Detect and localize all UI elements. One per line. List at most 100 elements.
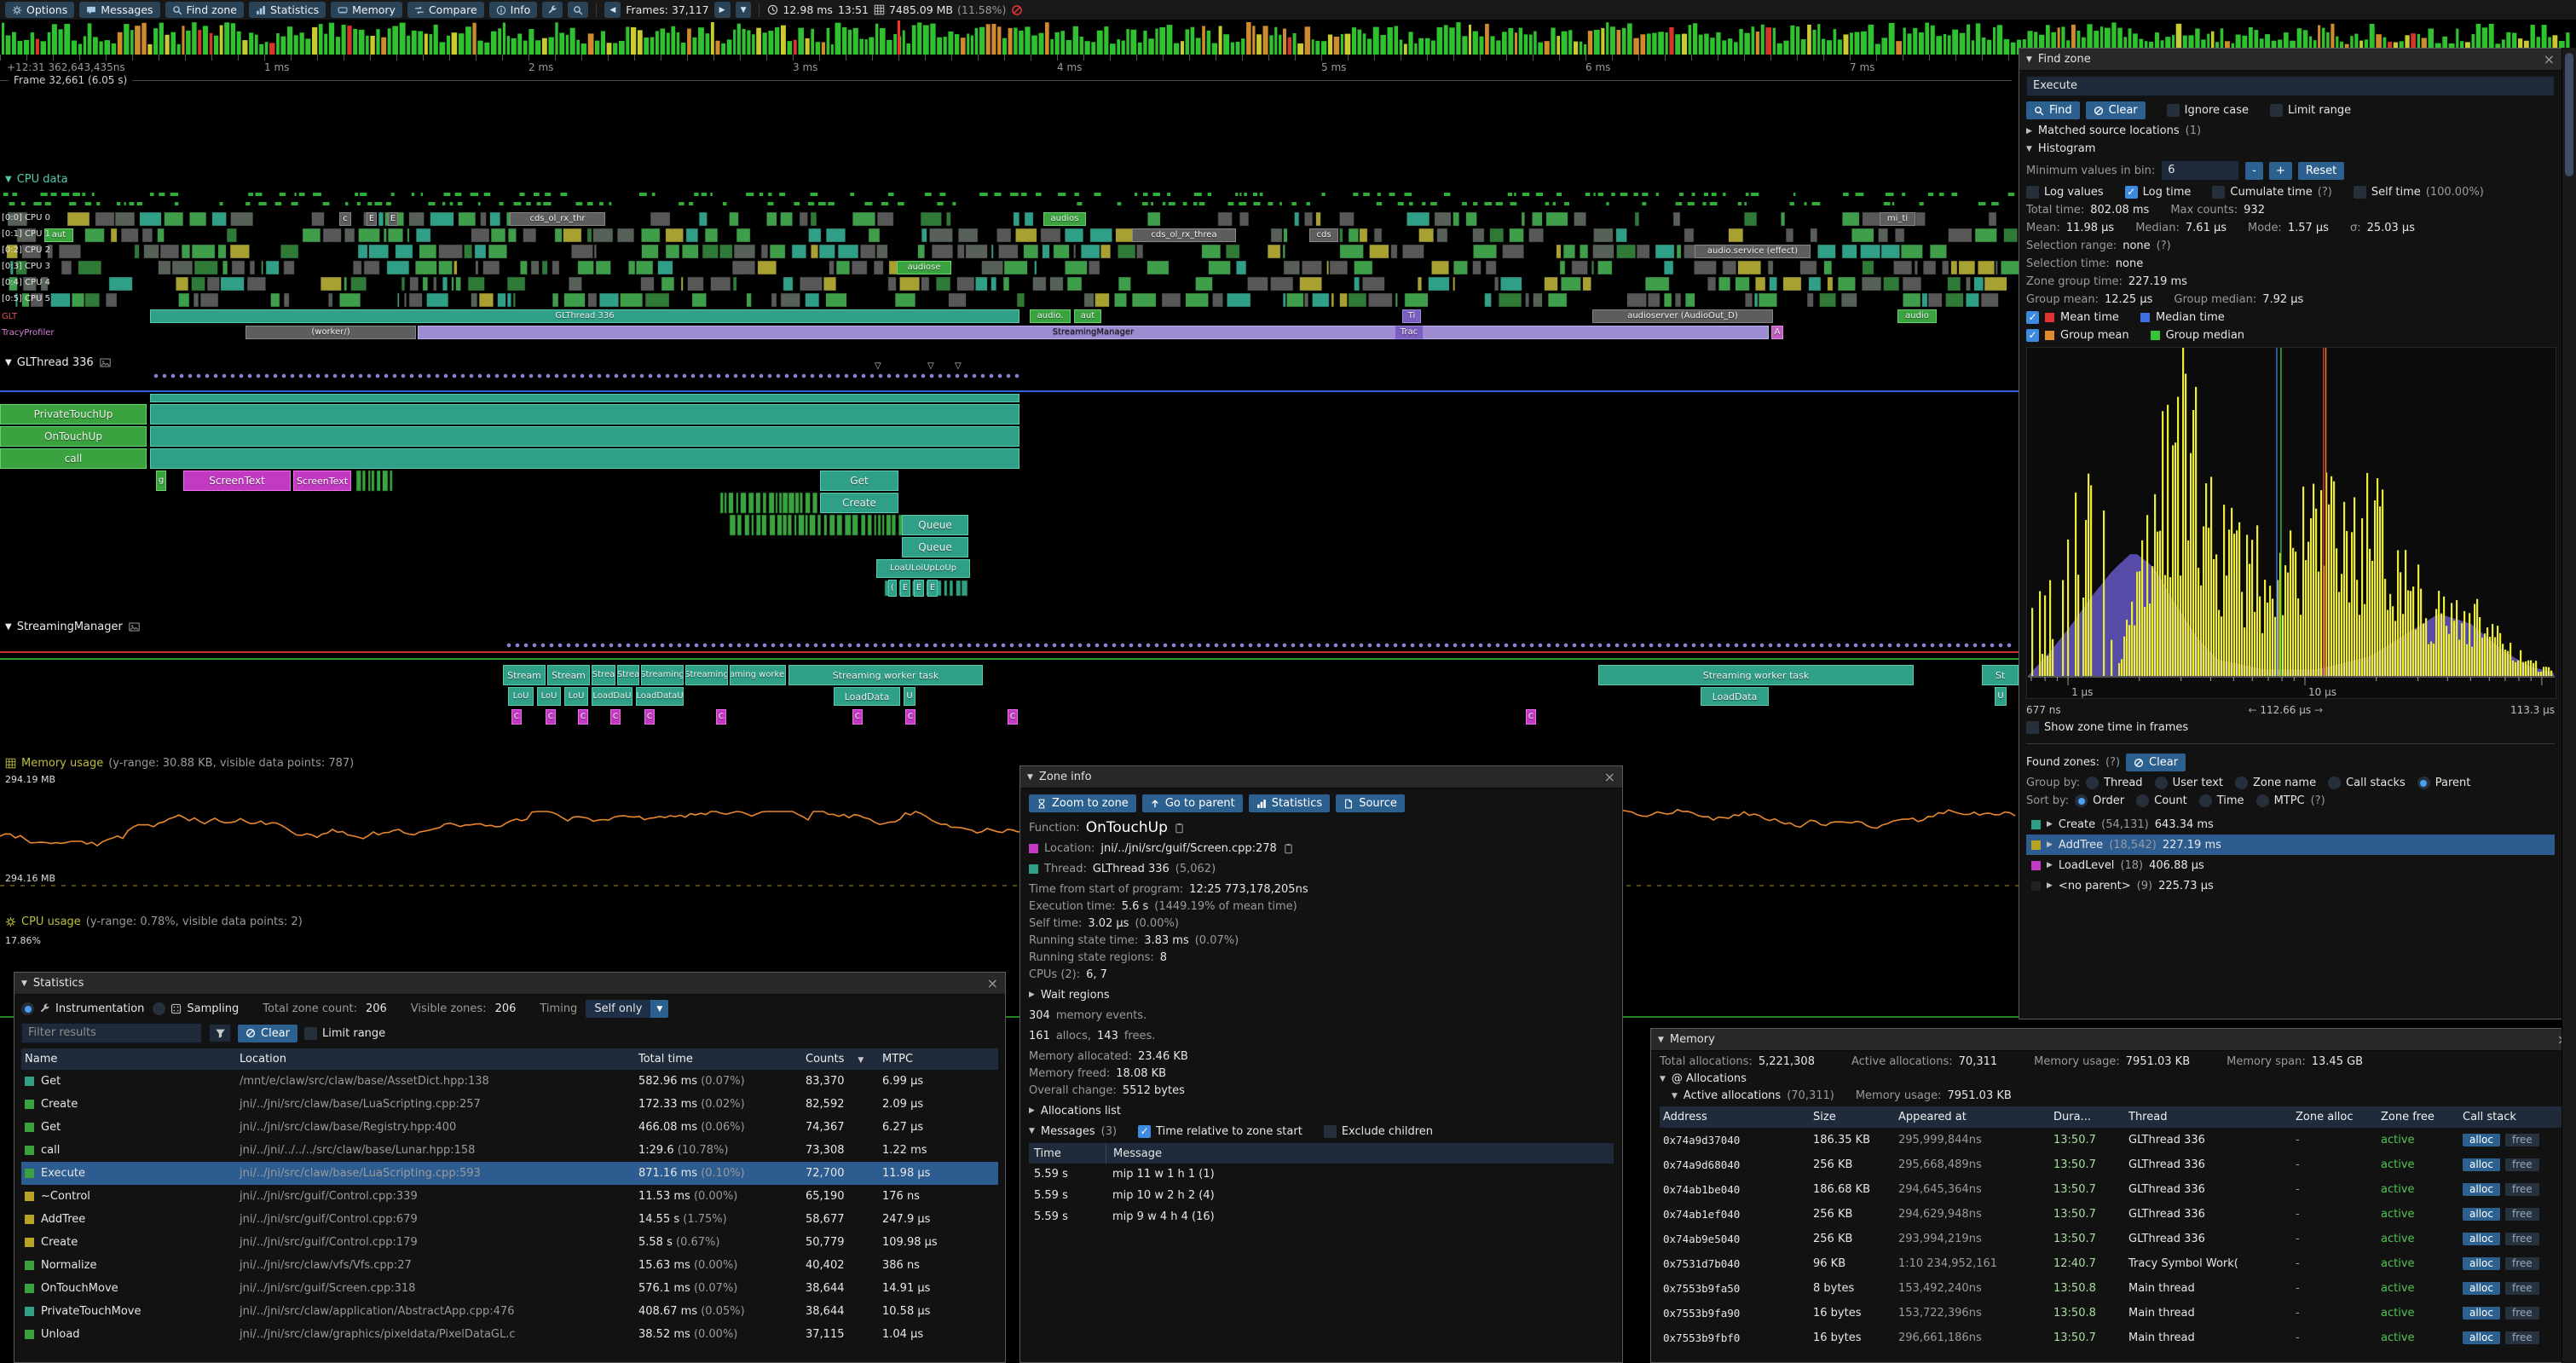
- allocation-row[interactable]: 0x74ab1be040 186.68 KB 294,645,364ns 13:…: [1660, 1177, 2567, 1202]
- timeline-zone[interactable]: (: [888, 580, 897, 597]
- collapse-icon[interactable]: ▼: [5, 358, 12, 367]
- timeline-zone[interactable]: Trac: [1395, 326, 1424, 339]
- timeline-zone[interactable]: LoaULoiUpLoUp: [876, 559, 970, 578]
- instrumentation-radio[interactable]: Instrumentation: [21, 1002, 144, 1015]
- sort-by-option[interactable]: Time: [2198, 794, 2244, 807]
- alloc-callstack-button[interactable]: alloc: [2463, 1331, 2500, 1344]
- collapse-icon[interactable]: ▼: [5, 175, 12, 184]
- statistics-row[interactable]: Execute jni/../jni/src/claw/base/LuaScri…: [21, 1162, 998, 1185]
- allocation-row[interactable]: 0x7553b9fa50 8 bytes 153,492,240ns 13:50…: [1660, 1276, 2567, 1301]
- timeline-zone[interactable]: [150, 426, 1019, 447]
- timeline-zone[interactable]: LoU: [537, 687, 561, 706]
- find-button[interactable]: Find: [2026, 101, 2080, 119]
- timeline-zone[interactable]: cds_ol_rx_threa: [1132, 228, 1236, 242]
- statistics-row[interactable]: PrivateTouchMove jni/../jni/src/claw/app…: [21, 1300, 998, 1323]
- timeline-zone[interactable]: cds: [1309, 228, 1338, 242]
- free-callstack-button[interactable]: free: [2504, 1307, 2539, 1320]
- time-ruler[interactable]: +12:31 362,643,435ns 1 ms 2 ms 3 ms 4 ms 5 ms…: [0, 55, 2576, 73]
- expand-icon[interactable]: ▶: [2047, 840, 2053, 849]
- timeline-zone[interactable]: Stream: [503, 665, 546, 685]
- timeline-zone[interactable]: C: [1526, 709, 1536, 725]
- timeline-zone[interactable]: GLThread 336: [150, 309, 1019, 323]
- timeline-zone[interactable]: LoU: [564, 687, 588, 706]
- statistics-row[interactable]: Create jni/../jni/src/claw/base/LuaScrip…: [21, 1093, 998, 1116]
- timeline-zone[interactable]: aut: [1074, 309, 1101, 323]
- timeline-zone[interactable]: U: [904, 687, 915, 706]
- decrement-button[interactable]: -: [2245, 161, 2263, 180]
- allocation-row[interactable]: 0x7553b9fbf0 16 bytes 296,661,186ns 13:5…: [1660, 1325, 2567, 1350]
- expand-icon[interactable]: ▶: [2047, 820, 2053, 829]
- statistics-row[interactable]: OnTouchMove jni/../jni/src/guif/Screen.c…: [21, 1277, 998, 1300]
- statistics-row[interactable]: Normalize jni/../jni/src/claw/vfs/Vfs.cp…: [21, 1254, 998, 1277]
- timeline-zone[interactable]: LoadData: [834, 687, 900, 706]
- scrollbar-thumb[interactable]: [2565, 53, 2573, 176]
- collapse-icon[interactable]: ▼: [5, 622, 12, 632]
- timeline-zone[interactable]: E: [927, 580, 938, 597]
- collapse-icon[interactable]: ▼: [2026, 55, 2032, 64]
- free-callstack-button[interactable]: free: [2504, 1257, 2539, 1270]
- timeline-zone[interactable]: E: [388, 212, 398, 226]
- frame-separator[interactable]: Frame 32,661 (6.05 s): [0, 73, 2012, 87]
- timeline-zone[interactable]: St: [1982, 665, 2019, 685]
- found-zone-group[interactable]: ▶ Create (54,131) 643.34 ms: [2026, 814, 2555, 835]
- statistics-titlebar[interactable]: ▼ Statistics ×: [14, 973, 1005, 995]
- collapse-icon[interactable]: ▼: [1027, 772, 1033, 782]
- messages-table-header[interactable]: Time Message: [1029, 1143, 1614, 1164]
- exclude-children-checkbox[interactable]: Exclude children: [1323, 1124, 1433, 1138]
- show-zone-time-checkbox[interactable]: Show zone time in frames: [2026, 721, 2555, 734]
- zoom-tool-button[interactable]: [568, 2, 589, 18]
- find-zone-input[interactable]: Execute: [2026, 76, 2555, 96]
- timeline-zone[interactable]: [150, 448, 1019, 469]
- allocation-row[interactable]: 0x74ab1ef040 256 KB 294,629,948ns 13:50.…: [1660, 1202, 2567, 1227]
- mean-time-checkbox[interactable]: [2026, 311, 2039, 324]
- timeline-zone[interactable]: C: [1008, 709, 1018, 725]
- compare-button[interactable]: Compare: [407, 2, 484, 18]
- group-by-option[interactable]: Parent: [2417, 777, 2470, 789]
- timeline-zone[interactable]: Stream: [547, 665, 590, 685]
- reset-button[interactable]: Reset: [2297, 161, 2345, 180]
- statistics-row[interactable]: Get jni/../jni/src/claw/base/Registry.hp…: [21, 1116, 998, 1139]
- sort-by-option[interactable]: MTPC: [2255, 794, 2305, 807]
- free-callstack-button[interactable]: free: [2504, 1282, 2539, 1295]
- free-callstack-button[interactable]: free: [2504, 1233, 2539, 1245]
- alloc-callstack-button[interactable]: alloc: [2463, 1282, 2500, 1295]
- group-mean-checkbox[interactable]: [2026, 329, 2039, 342]
- free-callstack-button[interactable]: free: [2504, 1158, 2539, 1171]
- copy-icon[interactable]: [1174, 823, 1185, 834]
- timeline-zone[interactable]: Get: [820, 471, 898, 491]
- zone-time-histogram[interactable]: 1 µs 10 µs: [2026, 347, 2556, 699]
- limit-range-checkbox[interactable]: Limit range: [304, 1026, 385, 1040]
- alloc-callstack-button[interactable]: alloc: [2463, 1307, 2500, 1320]
- statistics-row[interactable]: ~Control jni/../jni/src/guif/Control.cpp…: [21, 1185, 998, 1208]
- wait-regions-tree[interactable]: ▶ Wait regions: [1029, 988, 1110, 1002]
- zone-marker-icon[interactable]: ▽: [927, 361, 934, 371]
- glthread-header[interactable]: ▼ GLThread 336: [5, 356, 112, 369]
- vertical-scrollbar[interactable]: [2562, 48, 2576, 1363]
- alloc-callstack-button[interactable]: alloc: [2463, 1158, 2500, 1171]
- time-relative-checkbox[interactable]: Time relative to zone start: [1138, 1124, 1302, 1138]
- clear-results-button[interactable]: Clear: [2085, 101, 2146, 119]
- timeline-zone[interactable]: LoadDataU: [636, 687, 684, 706]
- timeline-zone[interactable]: Streaming worker tas: [730, 665, 786, 685]
- timeline-zone[interactable]: PrivateTouchUp: [0, 404, 147, 424]
- frame-image-icon[interactable]: [128, 621, 141, 632]
- allocation-row[interactable]: 0x7531d7b040 96 KB 1:10 234,952,161 12:4…: [1660, 1251, 2567, 1276]
- timeline-zone[interactable]: c: [339, 212, 351, 226]
- timeline-zone[interactable]: audio.: [1030, 309, 1071, 323]
- prev-frame-button[interactable]: ◀: [604, 2, 621, 18]
- messages-tree[interactable]: ▼Messages(3) Time relative to zone start…: [1029, 1123, 1614, 1140]
- timeline-zone[interactable]: C: [546, 709, 556, 725]
- source-location[interactable]: jni/../jni/src/guif/Screen.cpp:278: [1100, 841, 1277, 855]
- message-dots[interactable]: [505, 642, 2012, 649]
- timeline-zone[interactable]: C: [644, 709, 655, 725]
- timeline-zone[interactable]: (worker/): [245, 326, 416, 339]
- next-frame-button[interactable]: ▶: [713, 2, 731, 18]
- zoom-to-zone-button[interactable]: Zoom to zone: [1029, 794, 1136, 812]
- filter-menu-button[interactable]: [209, 1024, 231, 1042]
- timeline-zone[interactable]: LoadDaU: [592, 687, 632, 706]
- go-to-parent-button[interactable]: Go to parent: [1141, 794, 1243, 812]
- frame-strip[interactable]: [0, 20, 2576, 55]
- zone-marker-icon[interactable]: ▽: [875, 361, 881, 371]
- clear-filter-button[interactable]: Clear: [238, 1024, 297, 1042]
- found-zone-group[interactable]: ▶ AddTree (18,542) 227.19 ms: [2026, 835, 2555, 855]
